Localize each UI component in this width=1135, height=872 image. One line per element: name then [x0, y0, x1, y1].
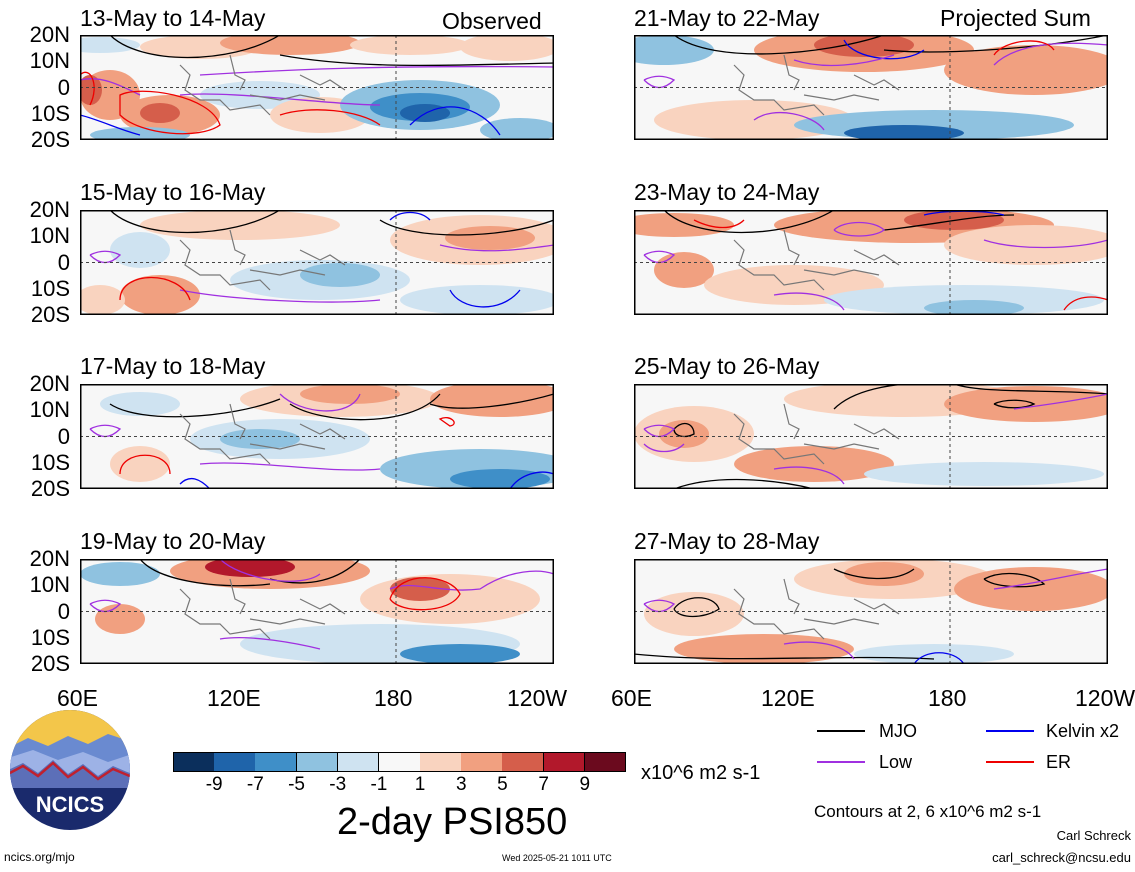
lat-tick-label: 10N	[29, 572, 70, 598]
legend-label-kelvin: Kelvin x2	[1046, 721, 1120, 741]
lat-tick-label: 10N	[29, 48, 70, 74]
lon-tick-label: 60E	[611, 685, 652, 711]
author-email[interactable]: carl_schreck@ncsu.edu	[992, 850, 1131, 865]
panel-title: 15-May to 16-May	[80, 179, 266, 205]
colorbar-swatch	[543, 752, 586, 772]
colorbar-swatch	[296, 752, 339, 772]
lat-tick-label: 20N	[29, 197, 70, 222]
colorbar-tick-label: 1	[414, 774, 426, 795]
lon-tick-label: 120E	[761, 685, 815, 711]
panel-title: 27-May to 28-May	[634, 528, 820, 554]
colorbar-tick-label: -3	[329, 774, 347, 795]
colorbar-tick-label: 7	[538, 774, 549, 795]
kelvin-legend-line	[986, 730, 1034, 732]
colorbar	[173, 752, 627, 772]
colorbar-title: 2-day PSI850	[337, 801, 568, 843]
panel-title: 13-May to 14-May	[80, 5, 266, 31]
lon-tick-label: 180	[928, 685, 967, 711]
lat-tick-label: 20S	[30, 302, 70, 327]
map-panel	[80, 559, 554, 664]
contour-note: Contours at 2, 6 x10^6 m2 s-1	[814, 802, 1042, 821]
lat-tick-label: 10N	[29, 223, 70, 249]
colorbar-units: x10^6 m2 s-1	[641, 762, 761, 784]
lat-tick-label: 20S	[30, 127, 70, 152]
mjo-legend-line	[817, 730, 865, 732]
colorbar-tick-label: -7	[246, 774, 264, 795]
lat-tick-label: 20N	[29, 546, 70, 571]
lat-tick-label: 20N	[29, 22, 70, 47]
panel-title: 21-May to 22-May	[634, 5, 820, 31]
colorbar-swatch	[214, 752, 256, 772]
lon-tick-label: 120W	[507, 685, 568, 711]
colorbar-tick-label: 9	[579, 774, 591, 795]
panel-title: 25-May to 26-May	[634, 353, 820, 379]
lat-tick-label: 0	[57, 74, 70, 100]
lon-tick-label: 120E	[207, 685, 261, 711]
lat-tick-label: 0	[57, 423, 70, 449]
panel-title: 19-May to 20-May	[80, 528, 266, 554]
timestamp: Wed 2025-05-21 1011 UTC	[502, 853, 612, 863]
colorbar-tick-label: -9	[205, 774, 223, 795]
lat-tick-label: 0	[57, 249, 70, 275]
colorbar-tick-label: -1	[370, 774, 388, 795]
er-legend-line	[986, 761, 1034, 763]
ncics-logo: NCICS	[10, 710, 130, 830]
colorbar-tick-label: -5	[288, 774, 305, 795]
panel-tag-observed: Observed	[442, 8, 542, 34]
lat-tick-label: 20S	[30, 651, 70, 676]
map-panel	[80, 210, 554, 315]
colorbar-swatch	[420, 752, 462, 772]
map-panel	[80, 35, 554, 140]
lon-tick-label: 180	[374, 685, 413, 711]
map-panel	[634, 35, 1108, 140]
author-name: Carl Schreck	[1056, 828, 1131, 843]
lat-tick-label: 10S	[30, 449, 70, 475]
lat-tick-label: 10N	[29, 397, 70, 423]
map-panel	[634, 384, 1108, 489]
panel-title: 17-May to 18-May	[80, 353, 266, 379]
panel-title: 23-May to 24-May	[634, 179, 820, 205]
map-panel	[80, 384, 554, 489]
map-panel	[634, 210, 1108, 315]
colorbar-tick-label: 5	[497, 774, 508, 795]
lat-tick-label: 10S	[30, 100, 70, 126]
legend-label-low: Low	[879, 752, 913, 772]
panel-tag-projected: Projected Sum	[940, 5, 1091, 31]
legend-label-er: ER	[1046, 752, 1072, 772]
logo-text: NCICS	[36, 792, 104, 817]
site-link[interactable]: ncics.org/mjo	[4, 850, 75, 864]
low-legend-line	[817, 761, 865, 763]
lat-tick-label: 10S	[30, 275, 70, 301]
colorbar-swatch	[461, 752, 503, 772]
lat-tick-label: 20N	[29, 371, 70, 396]
lon-tick-label: 120W	[1075, 686, 1135, 710]
colorbar-swatch	[337, 752, 380, 772]
map-panel	[634, 559, 1108, 664]
lat-tick-label: 10S	[30, 624, 70, 650]
legend-label-mjo: MJO	[879, 721, 917, 741]
colorbar-tick-label: 3	[455, 774, 467, 795]
lat-tick-label: 20S	[30, 476, 70, 501]
lon-tick-label: 60E	[57, 685, 98, 711]
lat-tick-label: 0	[57, 598, 70, 624]
